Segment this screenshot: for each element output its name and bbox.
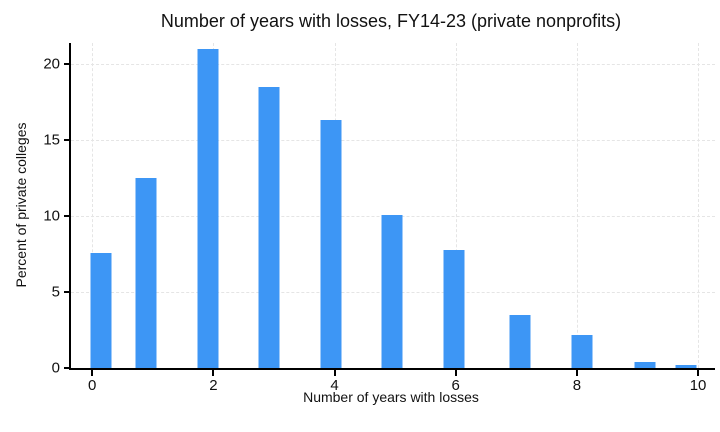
bar-x5 — [381, 214, 403, 368]
x-tick-label-10: 10 — [689, 377, 707, 394]
plot-area: 0 5 10 15 20 0 2 4 6 8 10 — [43, 43, 715, 393]
y-tick-mark-0 — [64, 367, 70, 369]
y-axis-label: Percent of private colleges — [13, 122, 29, 288]
x-axis-label: Number of years with losses — [303, 389, 479, 405]
y-tick-mark-10 — [64, 215, 70, 218]
bar-x4 — [320, 120, 342, 368]
bar-x9 — [634, 361, 656, 368]
y-tick-mark-15 — [64, 139, 70, 142]
bar-x7 — [509, 314, 531, 368]
y-tick-label-5: 5 — [51, 283, 60, 301]
gridline-v-x8 — [576, 43, 578, 368]
y-tick-mark-5 — [64, 291, 70, 294]
gridline-v-x0 — [92, 43, 94, 368]
x-tick-mark-6 — [454, 370, 457, 376]
bar-x10 — [675, 364, 697, 368]
y-tick-label-10: 10 — [43, 207, 60, 225]
bar-x8 — [571, 334, 593, 368]
gridline-h-y20 — [71, 64, 715, 66]
x-tick-mark-10 — [697, 370, 700, 376]
x-tick-mark-4 — [333, 370, 336, 376]
gridline-v-x10 — [698, 43, 700, 368]
x-tick-label-8: 8 — [572, 377, 582, 394]
bar-x2 — [197, 49, 219, 368]
y-tick-mark-20 — [64, 63, 70, 66]
chart-title: Number of years with losses, FY14-23 (pr… — [160, 11, 622, 31]
x-tick-mark-0 — [91, 370, 94, 376]
y-tick-label-0: 0 — [51, 359, 60, 377]
bar-x0 — [90, 252, 112, 368]
bar-x1 — [135, 178, 157, 368]
x-tick-label-2: 2 — [209, 377, 218, 394]
y-tick-label-15: 15 — [43, 131, 60, 149]
x-tick-mark-8 — [575, 370, 578, 376]
y-tick-label-20: 20 — [43, 55, 60, 73]
gridline-h-y15 — [71, 140, 715, 142]
bar-x6 — [443, 249, 465, 368]
bar-x3 — [258, 87, 280, 368]
x-tick-label-0: 0 — [88, 377, 97, 394]
gridline-v-x6 — [455, 43, 457, 368]
x-tick-label-4: 4 — [330, 377, 339, 394]
x-tick-label-6: 6 — [451, 377, 460, 394]
x-tick-mark-2 — [212, 370, 215, 376]
